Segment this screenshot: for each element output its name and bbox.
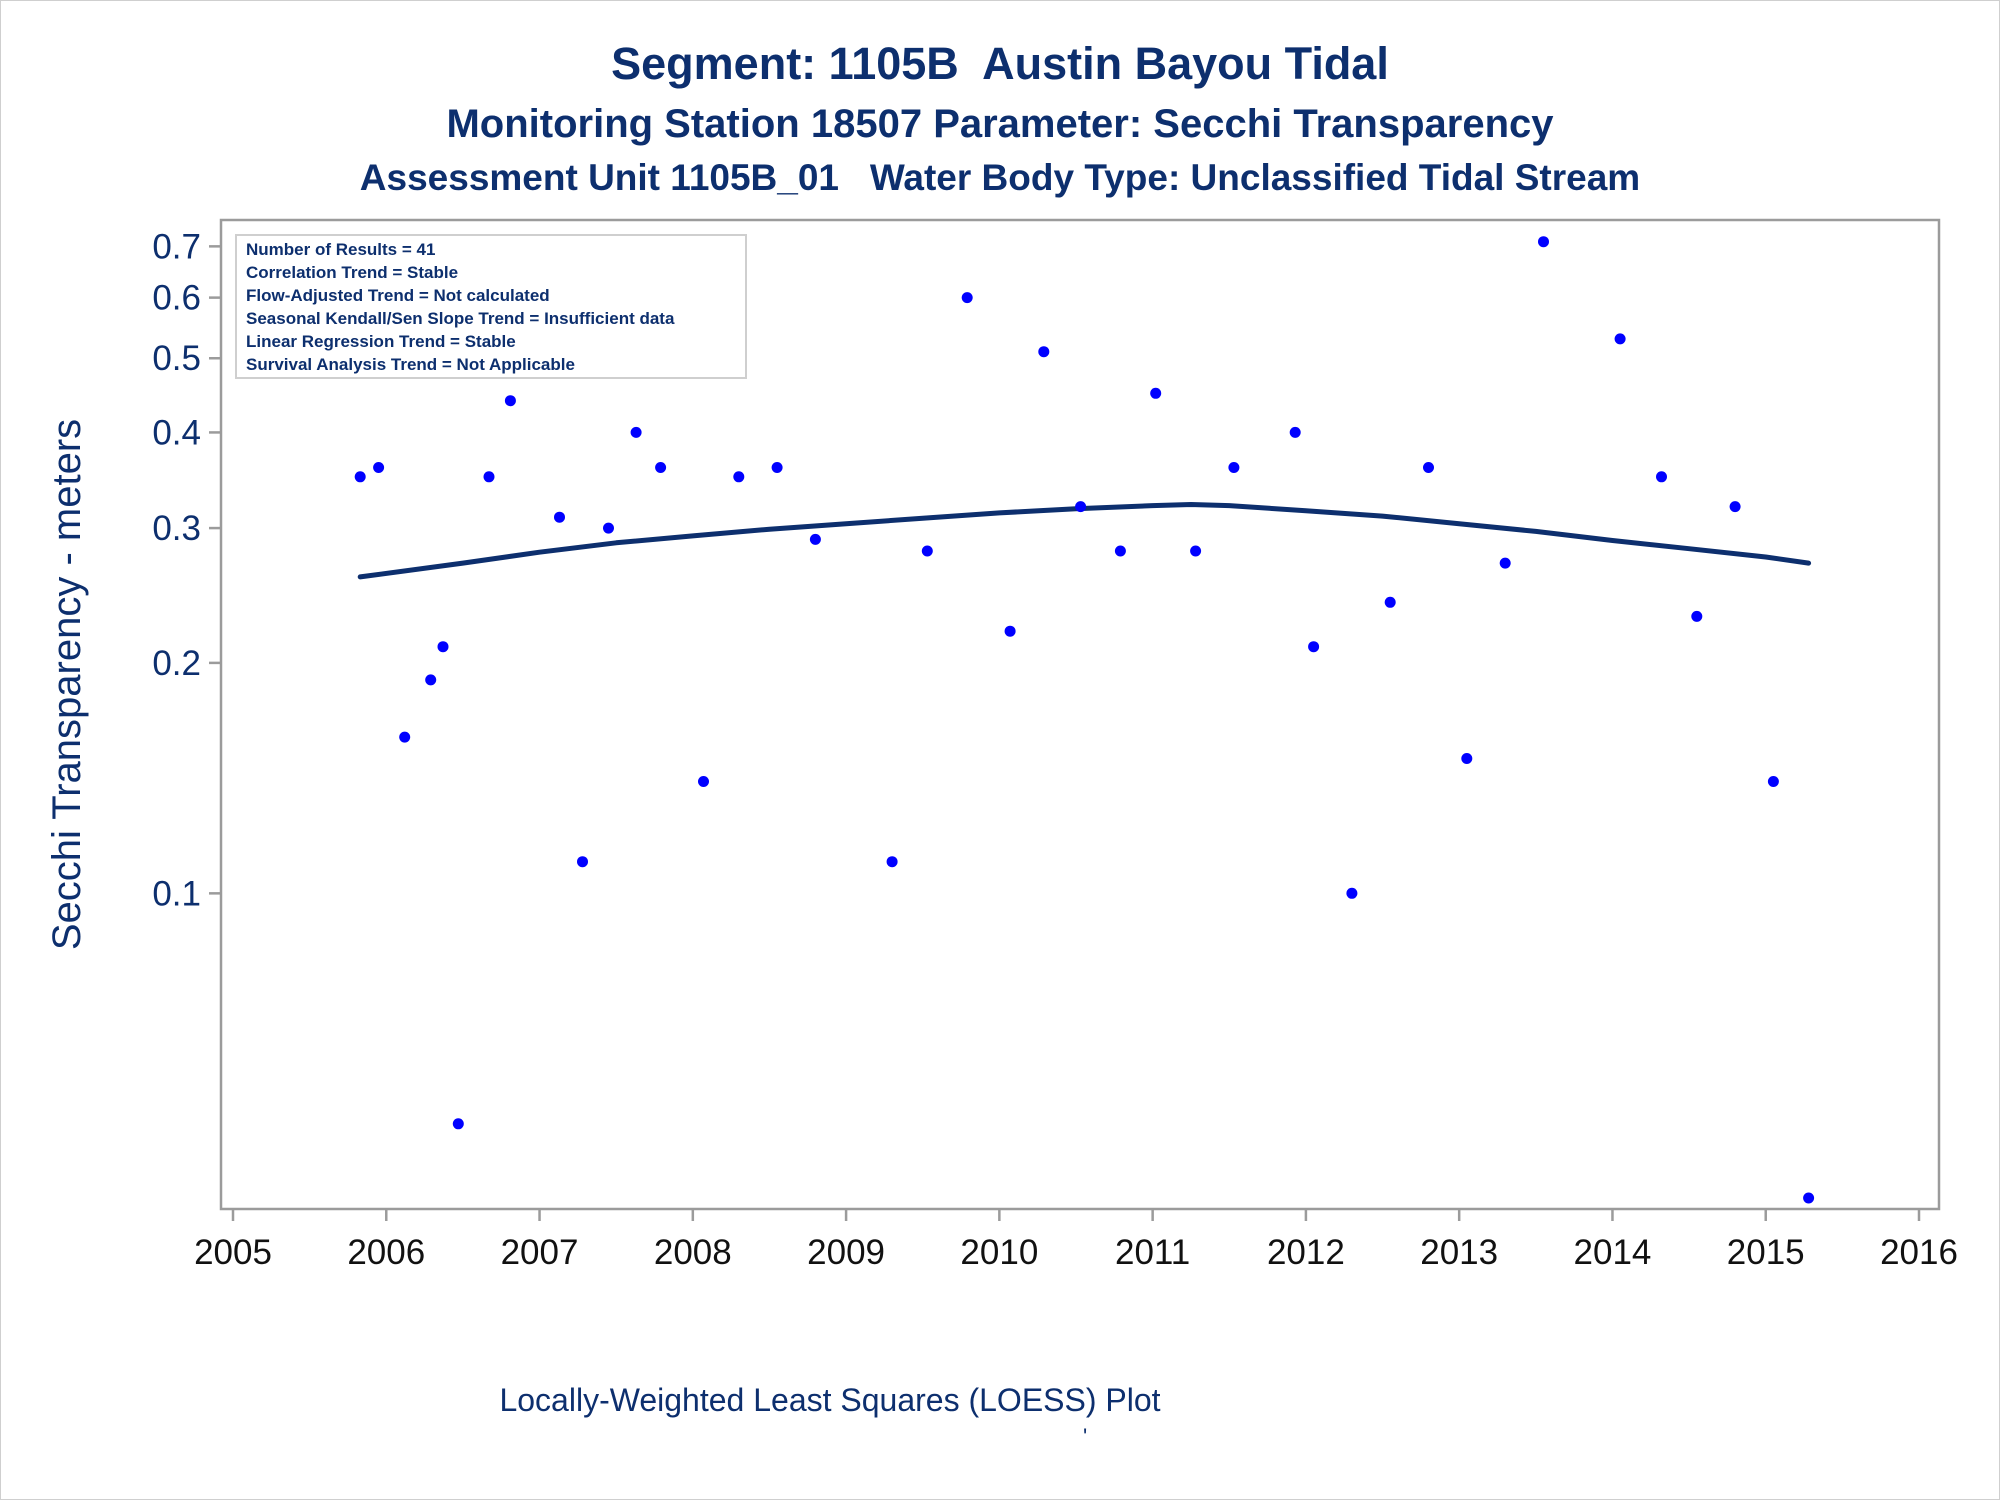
y-tick-label: 0.1 xyxy=(152,874,201,913)
x-tick-label: 2016 xyxy=(1880,1233,1958,1272)
data-point xyxy=(437,641,449,653)
data-point xyxy=(698,776,709,787)
data-point xyxy=(1538,236,1549,248)
x-tick-label: 2005 xyxy=(194,1233,272,1272)
data-point xyxy=(809,533,821,545)
data-point xyxy=(399,731,411,743)
y-tick-label: 0.4 xyxy=(152,413,201,452)
y-tick-label: 0.5 xyxy=(152,339,201,378)
footnote: Locally-Weighted Least Squares (LOESS) P… xyxy=(499,1382,1161,1418)
x-tick-label: 2011 xyxy=(1115,1233,1190,1272)
data-point xyxy=(1384,596,1396,608)
data-point xyxy=(1346,887,1358,899)
data-point xyxy=(1729,501,1741,513)
x-tick-label: 2013 xyxy=(1420,1233,1498,1272)
points-layer xyxy=(354,236,1815,1204)
data-point xyxy=(504,395,516,407)
info-line: Survival Analysis Trend = Not Applicable xyxy=(246,355,575,374)
y-tick-label: 0.2 xyxy=(152,644,201,683)
data-point xyxy=(354,471,366,483)
data-point xyxy=(921,545,933,557)
data-point xyxy=(1190,545,1202,557)
info-line: Linear Regression Trend = Stable xyxy=(246,332,516,351)
x-tick-label: 2014 xyxy=(1574,1233,1652,1272)
data-point xyxy=(452,1118,464,1130)
data-point xyxy=(1803,1192,1815,1204)
data-point xyxy=(1004,625,1016,637)
info-box-border xyxy=(235,234,747,379)
data-point xyxy=(1038,346,1050,358)
data-point xyxy=(1075,501,1087,513)
data-point xyxy=(733,471,745,483)
data-point xyxy=(1691,610,1703,622)
y-tick-label: 0.3 xyxy=(152,509,201,548)
data-point xyxy=(1499,557,1511,569)
chart-title: Segment: 1105B Austin Bayou Tidal xyxy=(611,38,1389,89)
data-point xyxy=(1228,462,1240,473)
info-line: Correlation Trend = Stable xyxy=(246,263,458,282)
x-tick-label: 2006 xyxy=(347,1233,425,1272)
loess-curve xyxy=(357,502,1812,580)
loess-layer xyxy=(357,502,1812,580)
data-point xyxy=(961,292,973,304)
data-point xyxy=(554,511,565,523)
data-point xyxy=(373,462,385,473)
y-tick-label: 0.7 xyxy=(152,227,201,266)
x-tick-label: 2007 xyxy=(501,1233,579,1272)
data-point xyxy=(1423,462,1434,473)
x-tick-label: 2008 xyxy=(654,1233,732,1272)
x-tick-label: 2015 xyxy=(1727,1233,1805,1272)
data-point xyxy=(1289,426,1301,438)
x-tick-label: 2009 xyxy=(807,1233,885,1272)
data-point xyxy=(771,462,783,473)
data-point xyxy=(630,426,642,438)
data-point xyxy=(1461,753,1473,764)
data-point xyxy=(1114,545,1126,557)
footnote-mark: ' xyxy=(1083,1424,1088,1449)
data-point xyxy=(603,522,614,534)
info-line: Number of Results = 41 xyxy=(246,240,435,259)
data-point xyxy=(1150,387,1162,399)
data-point xyxy=(1614,333,1626,345)
data-point xyxy=(577,856,588,868)
data-point xyxy=(655,462,667,473)
data-point xyxy=(886,856,898,868)
data-point xyxy=(1767,776,1779,787)
chart-subtitle-2: Assessment Unit 1105B_01 Water Body Type… xyxy=(359,157,1641,198)
info-line: Seasonal Kendall/Sen Slope Trend = Insuf… xyxy=(246,309,675,328)
data-point xyxy=(1656,471,1667,483)
info-line: Flow-Adjusted Trend = Not calculated xyxy=(246,286,550,305)
y-tick-label: 0.6 xyxy=(152,279,201,318)
x-tick-label: 2010 xyxy=(960,1233,1038,1272)
y-axis-label: Secchi Transparency - meters xyxy=(45,419,89,950)
data-point xyxy=(425,674,437,686)
axes: 2005 2006 2007 2008 2009 2010 2011 2012 2013 2014… xyxy=(152,227,1958,1272)
chart-subtitle: Monitoring Station 18507 Parameter: Secc… xyxy=(446,102,1554,146)
info-box: Number of Results = 41 Correlation Trend … xyxy=(235,234,747,379)
data-point xyxy=(1308,641,1320,653)
data-point xyxy=(483,471,495,483)
plot-area xyxy=(219,218,1941,1211)
x-tick-label: 2012 xyxy=(1267,1233,1345,1272)
